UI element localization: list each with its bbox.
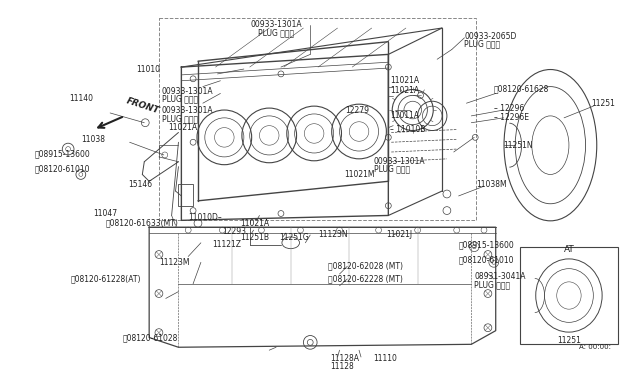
Bar bbox=[159, 18, 476, 220]
Text: – 12296E: – 12296E bbox=[494, 113, 529, 122]
Text: PLUG ブラグ: PLUG ブラグ bbox=[162, 114, 198, 123]
Text: 00933-1301A: 00933-1301A bbox=[374, 157, 426, 166]
Text: 11010D–: 11010D– bbox=[188, 213, 222, 222]
Text: 11010: 11010 bbox=[136, 64, 160, 74]
Text: Ⓑ08120-61028: Ⓑ08120-61028 bbox=[123, 333, 178, 342]
Text: PLUG ブラグ: PLUG ブラグ bbox=[162, 94, 198, 103]
Text: 11140: 11140 bbox=[70, 94, 93, 103]
Text: 00933-1301A: 00933-1301A bbox=[250, 20, 302, 29]
Bar bbox=[520, 247, 618, 344]
Text: Ⓑ08120-61633(MT): Ⓑ08120-61633(MT) bbox=[105, 219, 178, 228]
Text: 00933-1301A: 00933-1301A bbox=[162, 106, 214, 115]
Text: 11038: 11038 bbox=[81, 135, 105, 144]
Text: 11021M: 11021M bbox=[344, 170, 375, 179]
Text: 11011A: 11011A bbox=[390, 111, 419, 121]
Text: 11021A: 11021A bbox=[240, 219, 269, 228]
Text: 12279: 12279 bbox=[345, 106, 369, 115]
Bar bbox=[179, 184, 193, 206]
Text: 11251: 11251 bbox=[591, 99, 615, 108]
Text: 11038M: 11038M bbox=[476, 180, 507, 189]
Text: 11123N: 11123N bbox=[318, 231, 348, 240]
Text: 00933-2065D: 00933-2065D bbox=[465, 32, 517, 41]
Text: 11251G: 11251G bbox=[279, 233, 308, 243]
Text: 11110: 11110 bbox=[374, 354, 397, 363]
Text: Ⓑ08120-61010: Ⓑ08120-61010 bbox=[459, 255, 514, 264]
Text: Ⓥ08915-13600: Ⓥ08915-13600 bbox=[459, 240, 515, 249]
Text: 15146: 15146 bbox=[128, 180, 152, 189]
Text: Ⓑ08120-61010: Ⓑ08120-61010 bbox=[35, 165, 90, 174]
Text: A: 00:00:: A: 00:00: bbox=[579, 344, 611, 350]
Text: 11021A: 11021A bbox=[169, 123, 198, 132]
Text: – 11010B: – 11010B bbox=[390, 125, 426, 134]
Text: AT: AT bbox=[564, 245, 574, 254]
Text: Ⓑ08120-61628: Ⓑ08120-61628 bbox=[494, 84, 549, 93]
Text: Ⓑ08120-62228 (MT): Ⓑ08120-62228 (MT) bbox=[328, 275, 403, 283]
Text: PLUG ブラグ: PLUG ブラグ bbox=[258, 28, 294, 37]
Text: 11047: 11047 bbox=[93, 209, 118, 218]
Text: 11251B: 11251B bbox=[240, 233, 269, 243]
Text: 11021A: 11021A bbox=[390, 86, 419, 95]
Text: Ⓑ08120-62028 (MT): Ⓑ08120-62028 (MT) bbox=[328, 262, 403, 271]
Text: 11021J: 11021J bbox=[387, 231, 413, 240]
Text: PLUG ブラグ: PLUG ブラグ bbox=[465, 40, 500, 49]
Text: 12293: 12293 bbox=[222, 227, 246, 235]
Text: Ⓑ08120-61228(AT): Ⓑ08120-61228(AT) bbox=[71, 275, 141, 283]
Text: 11121Z: 11121Z bbox=[212, 240, 242, 249]
Text: PLUG ブラグ: PLUG ブラグ bbox=[374, 165, 410, 174]
Text: Ⓜ08915-13600: Ⓜ08915-13600 bbox=[35, 149, 91, 158]
Text: – 12296: – 12296 bbox=[494, 103, 524, 113]
Text: 11021A: 11021A bbox=[390, 76, 419, 85]
Text: PLUG ブラグ: PLUG ブラグ bbox=[474, 280, 510, 289]
Text: 11128: 11128 bbox=[330, 362, 353, 371]
Text: 11123M: 11123M bbox=[159, 258, 189, 267]
Text: 00933-1301A: 00933-1301A bbox=[162, 87, 214, 96]
Text: 11128A: 11128A bbox=[330, 354, 359, 363]
Text: 08931-3041A: 08931-3041A bbox=[474, 272, 525, 281]
Text: 11251N: 11251N bbox=[504, 141, 533, 150]
Text: 11251: 11251 bbox=[557, 336, 581, 345]
Text: FRONT: FRONT bbox=[125, 97, 160, 116]
